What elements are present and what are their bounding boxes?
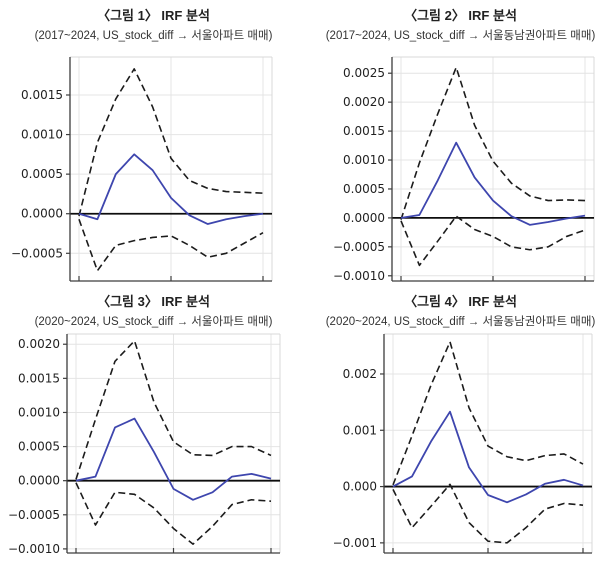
y-tick-label: 0.001 (343, 423, 377, 437)
y-tick-label: 0.0005 (18, 440, 60, 454)
confidence-band-lower-line (392, 483, 584, 544)
y-tick-label: 0.0010 (343, 153, 385, 167)
confidence-band-lower-line (75, 482, 272, 545)
irf-figure-3: 〈그림 3〉 IRF 분석 (2020~2024, US_stock_diff … (0, 284, 307, 567)
y-tick-label: 0.0010 (21, 128, 63, 142)
y-tick-label: 0.0025 (343, 66, 385, 80)
confidence-band-upper-line (75, 340, 272, 480)
y-tick-label: −0.0005 (8, 508, 60, 522)
irf-response-line (400, 141, 586, 226)
figure-1-subtitle: (2017~2024, US_stock_diff → 서울아파트 매매) (34, 30, 273, 42)
figure-3-title: 〈그림 3〉 IRF 분석 (97, 294, 210, 309)
y-tick-label: −0.001 (333, 536, 377, 550)
y-tick-label: 0.0020 (343, 95, 385, 109)
y-tick-label: 0.0020 (18, 337, 60, 351)
figure-1-title: 〈그림 1〉 IRF 분석 (97, 8, 210, 23)
confidence-band-lower-line (400, 215, 586, 267)
confidence-band-upper-line (392, 341, 584, 486)
confidence-band-upper-line (400, 66, 586, 220)
figure-2-subtitle: (2017~2024, US_stock_diff → 서울동남권아파트 매매) (325, 30, 596, 42)
irf-response-line (75, 417, 272, 501)
figure-2-header: 〈그림 2〉 IRF 분석 (2017~2024, US_stock_diff … (307, 0, 614, 46)
figure-4-subtitle: (2020~2024, US_stock_diff → 서울동남권아파트 매매) (325, 316, 596, 328)
y-tick-label: −0.0005 (333, 240, 385, 254)
irf-chart-2: 0.0025 0.0020 0.0015 0.0010 0.0005 0.0000 −0.0… (333, 56, 595, 283)
y-tick-label: 0.0000 (21, 207, 63, 221)
figure-1-header: 〈그림 1〉 IRF 분석 (2017~2024, US_stock_diff … (0, 0, 307, 46)
irf-figure-2: 〈그림 2〉 IRF 분석 (2017~2024, US_stock_diff … (307, 0, 614, 283)
irf-chart-4: 0.002 0.001 0.000 −0.001 (333, 333, 593, 554)
irf-response-line (78, 153, 264, 225)
irf-response-line (392, 410, 584, 504)
irf-chart-3: 0.0020 0.0015 0.0010 0.0005 0.0000 −0.0005 −0.… (8, 333, 281, 556)
y-tick-label: −0.0010 (8, 542, 60, 556)
y-tick-label: 0.002 (343, 367, 377, 381)
irf-figure-4: 〈그림 4〉 IRF 분석 (2020~2024, US_stock_diff … (307, 284, 614, 567)
irf-figure-1: 〈그림 1〉 IRF 분석 (2017~2024, US_stock_diff … (0, 0, 307, 283)
y-tick-label: 0.0015 (21, 88, 63, 102)
y-tick-label: 0.0005 (343, 182, 385, 196)
y-tick-label: 0.0000 (18, 474, 60, 488)
confidence-band-lower-line (78, 218, 264, 272)
figure-2-title: 〈그림 2〉 IRF 분석 (404, 8, 517, 23)
y-tick-label: 0.0005 (21, 167, 63, 181)
y-tick-label: 0.0010 (18, 405, 60, 419)
irf-chart-1: 0.0015 0.0010 0.0005 0.0000 −0.0005 (11, 56, 273, 282)
figure-4-title: 〈그림 4〉 IRF 분석 (404, 294, 517, 309)
confidence-band-upper-line (78, 68, 264, 217)
y-tick-label: 0.0000 (343, 211, 385, 225)
figure-3-header: 〈그림 3〉 IRF 분석 (2020~2024, US_stock_diff … (0, 284, 307, 332)
y-tick-label: −0.0005 (11, 246, 63, 260)
y-tick-label: 0.0015 (18, 371, 60, 385)
y-tick-label: 0.000 (343, 480, 377, 494)
y-tick-label: 0.0015 (343, 124, 385, 138)
y-tick-label: −0.0010 (333, 269, 385, 283)
figure-4-header: 〈그림 4〉 IRF 분석 (2020~2024, US_stock_diff … (307, 284, 614, 332)
figure-3-subtitle: (2020~2024, US_stock_diff → 서울아파트 매매) (34, 316, 273, 328)
